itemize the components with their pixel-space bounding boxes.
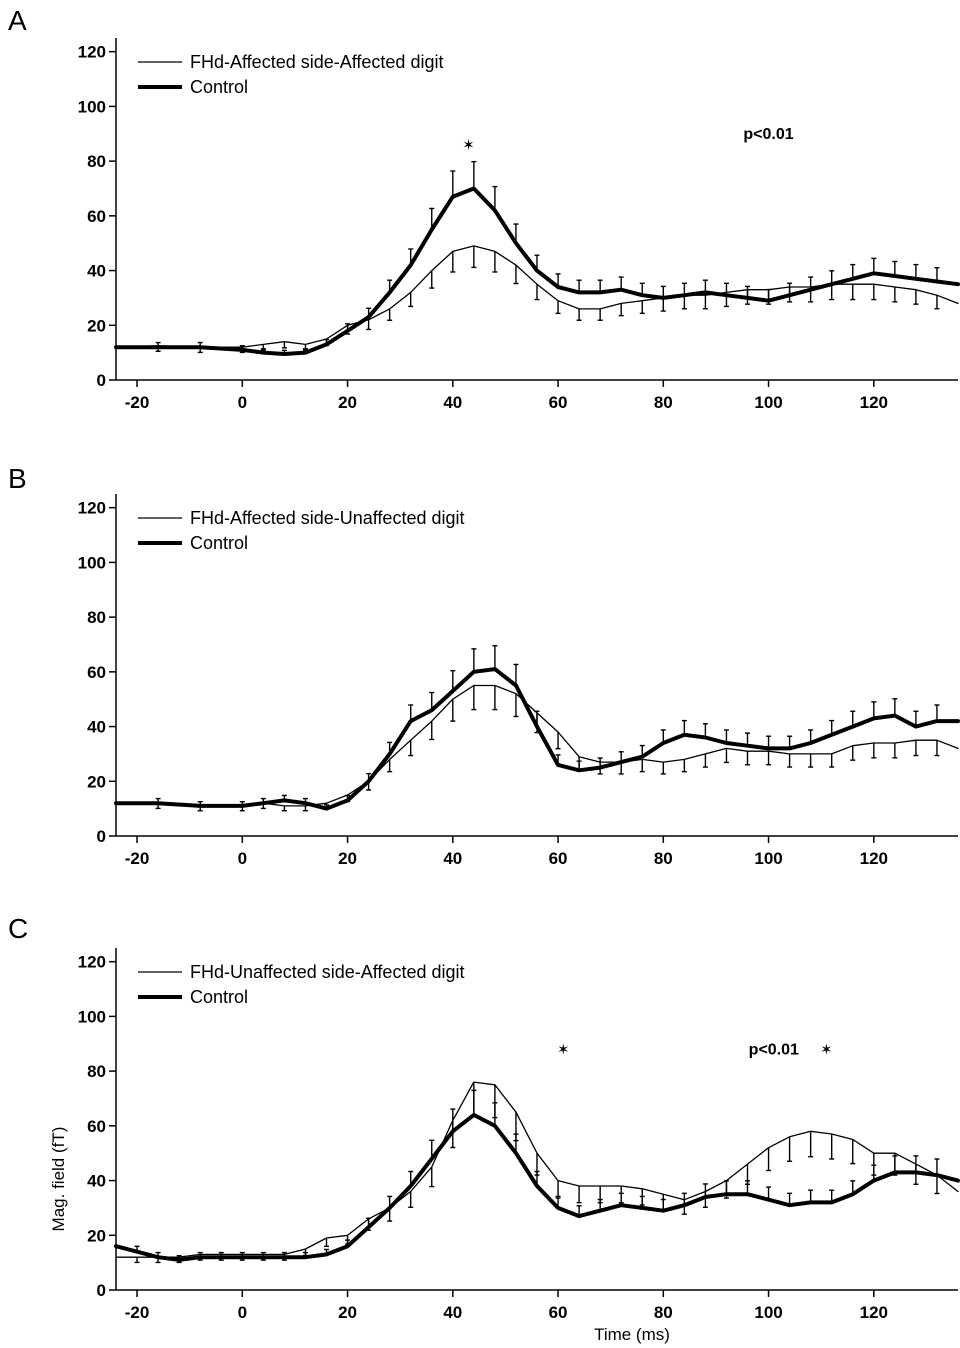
- y-tick-label: 120: [78, 953, 106, 972]
- y-axis-title: Mag. field (fT): [49, 1127, 68, 1232]
- y-tick-label: 100: [78, 97, 106, 116]
- x-tick-label: 100: [754, 1303, 782, 1322]
- series-control: [114, 645, 960, 811]
- x-tick-label: 0: [238, 849, 247, 868]
- legend-label: FHd-Unaffected side-Affected digit: [190, 962, 464, 982]
- y-tick-label: 80: [87, 1062, 106, 1081]
- y-tick-label: 0: [97, 371, 106, 390]
- y-tick-label: 100: [78, 553, 106, 572]
- significance-star: ✶: [557, 1041, 570, 1059]
- series-line: [114, 186, 960, 356]
- x-tick-label: 40: [443, 393, 462, 412]
- x-tick-label: 60: [549, 1303, 568, 1322]
- series-line: [114, 1112, 960, 1262]
- x-tick-label: 120: [860, 1303, 888, 1322]
- y-tick-label: 0: [97, 827, 106, 846]
- x-tick-label: 80: [654, 849, 673, 868]
- series-line: [114, 667, 960, 811]
- y-tick-label: 40: [87, 262, 106, 281]
- y-tick-label: 20: [87, 1226, 106, 1245]
- y-tick-label: 20: [87, 316, 106, 335]
- y-tick-label: 120: [78, 499, 106, 518]
- series-fhd: [115, 684, 959, 812]
- panel-letter: B: [8, 463, 27, 494]
- x-tick-label: 120: [860, 393, 888, 412]
- x-tick-label: 80: [654, 393, 673, 412]
- legend-label: Control: [190, 533, 248, 553]
- x-tick-label: 120: [860, 849, 888, 868]
- legend-label: FHd-Affected side-Unaffected digit: [190, 508, 464, 528]
- series-control: [114, 1089, 960, 1262]
- y-tick-label: 40: [87, 718, 106, 737]
- significance-star: ✶: [462, 136, 475, 154]
- x-tick-label: -20: [125, 393, 150, 412]
- panel-letter: A: [8, 5, 27, 36]
- legend-label: Control: [190, 77, 248, 97]
- x-tick-label: 80: [654, 1303, 673, 1322]
- chart-panel-a: A 0 20 40 60 80 100 120 -20 0 20 40 60 80 100 120 FHd-Af…: [8, 5, 960, 412]
- p-value-annotation: p<0.01: [749, 1042, 799, 1059]
- y-tick-label: 0: [97, 1281, 106, 1300]
- y-tick-label: 80: [87, 152, 106, 171]
- y-tick-label: 20: [87, 772, 106, 791]
- x-tick-label: 40: [443, 1303, 462, 1322]
- legend-label: FHd-Affected side-Affected digit: [190, 52, 443, 72]
- chart-panel-b: B 0 20 40 60 80 100 120 -20 0 20 40 60 80 100 120 FHd-Af…: [8, 463, 960, 868]
- x-tick-label: 20: [338, 393, 357, 412]
- p-value-annotation: p<0.01: [743, 126, 793, 143]
- series-line: [115, 684, 959, 807]
- y-tick-label: 60: [87, 1117, 106, 1136]
- series-line: [115, 1081, 959, 1258]
- x-tick-label: 0: [238, 1303, 247, 1322]
- y-tick-label: 120: [78, 43, 106, 62]
- x-axis-title: Time (ms): [594, 1325, 670, 1344]
- x-tick-label: 100: [754, 393, 782, 412]
- x-tick-label: 20: [338, 1303, 357, 1322]
- x-tick-label: 60: [549, 849, 568, 868]
- x-tick-label: -20: [125, 1303, 150, 1322]
- y-tick-label: 60: [87, 663, 106, 682]
- x-tick-label: -20: [125, 849, 150, 868]
- y-tick-label: 40: [87, 1172, 106, 1191]
- x-tick-label: 40: [443, 849, 462, 868]
- chart-panel-c: C 0 20 40 60 80 100 120 -20 0 20 40 60 80 100 120 Time (…: [8, 913, 960, 1344]
- x-tick-label: 0: [238, 393, 247, 412]
- panel-letter: C: [8, 913, 28, 944]
- x-tick-label: 60: [549, 393, 568, 412]
- x-tick-label: 100: [754, 849, 782, 868]
- significance-star: ✶: [820, 1041, 833, 1059]
- series-control: [114, 160, 960, 356]
- y-tick-label: 80: [87, 608, 106, 627]
- x-tick-label: 20: [338, 849, 357, 868]
- legend-label: Control: [190, 987, 248, 1007]
- y-tick-label: 100: [78, 1007, 106, 1026]
- y-tick-label: 60: [87, 207, 106, 226]
